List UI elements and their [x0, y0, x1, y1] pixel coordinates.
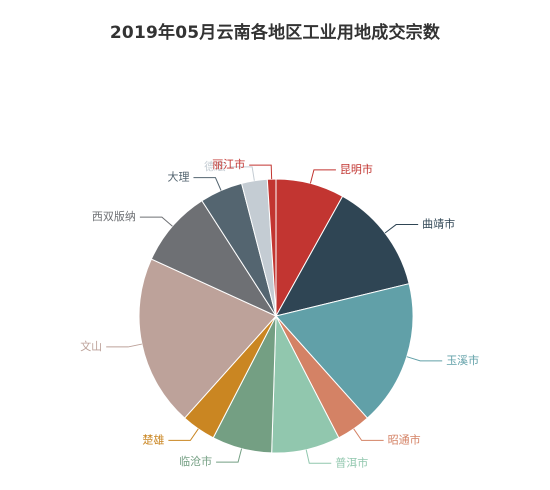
- label-leader-line: [139, 216, 173, 227]
- slice-label: 楚雄: [142, 432, 164, 446]
- chart-title: 2019年05月云南各地区工业用地成交宗数: [109, 23, 441, 43]
- slice-label: 临沧市: [179, 454, 212, 468]
- slice-label: 大理: [167, 170, 189, 184]
- pie-slice[interactable]: [150, 200, 278, 318]
- label-leader-line: [106, 343, 143, 348]
- label-leader-line: [193, 177, 222, 191]
- pie-slice[interactable]: [266, 178, 277, 317]
- pie-slices: [138, 178, 414, 454]
- slice-label: 普洱市: [335, 455, 368, 469]
- label-leader-line: [249, 164, 273, 180]
- label-leader-line: [406, 356, 443, 362]
- slice-label: 西双版纳: [92, 209, 136, 223]
- pie-slice[interactable]: [138, 258, 277, 419]
- slice-label: 昆明市: [340, 162, 373, 176]
- slice-label: 丽江市: [212, 157, 245, 171]
- slice-label: 文山: [80, 339, 102, 353]
- label-leader-line: [309, 169, 336, 184]
- slice-label: 昭通市: [388, 432, 421, 446]
- label-leader-line: [230, 166, 255, 181]
- label-leader-line: [216, 448, 243, 463]
- slice-label: 德宏: [204, 159, 226, 173]
- label-leader-line: [384, 224, 419, 234]
- label-leader-line: [353, 428, 384, 441]
- label-leader-lines: [106, 164, 443, 464]
- slice-label: 玉溪市: [446, 353, 479, 367]
- label-leader-line: [305, 449, 332, 464]
- label-leader-line: [168, 428, 199, 441]
- slice-label: 曲靖市: [422, 217, 455, 231]
